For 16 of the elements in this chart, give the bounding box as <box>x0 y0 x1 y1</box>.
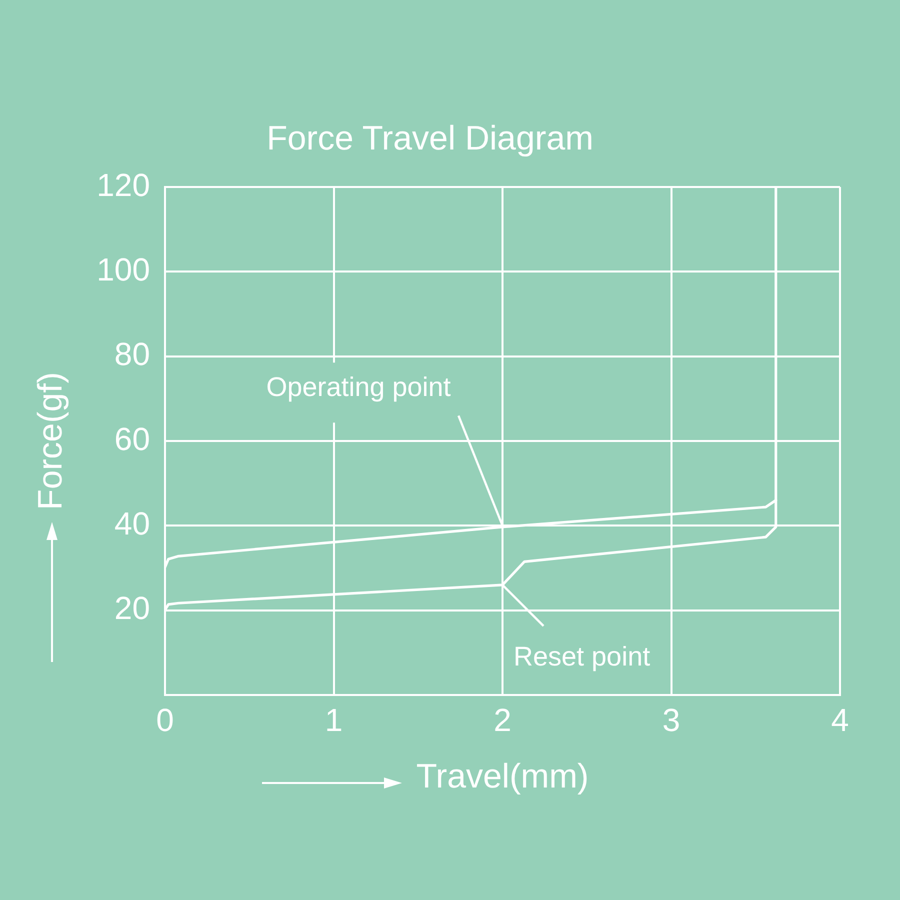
x-tick-label: 4 <box>831 702 849 738</box>
y-tick-label: 20 <box>114 590 150 626</box>
x-tick-label: 3 <box>662 702 680 738</box>
y-tick-label: 40 <box>114 505 150 542</box>
annotation: Operating point <box>266 372 452 402</box>
chart-title: Force Travel Diagram <box>266 119 594 158</box>
annotation: Reset point <box>514 641 651 672</box>
x-tick-label: 1 <box>324 702 343 738</box>
x-tick-label: 2 <box>494 702 512 738</box>
y-tick-label: 100 <box>96 251 150 288</box>
y-axis-title: Force(gf) <box>31 372 70 510</box>
y-tick-label: 120 <box>96 166 150 203</box>
y-tick-label: 60 <box>114 420 150 457</box>
x-tick-label: 0 <box>156 702 174 738</box>
x-axis-title: Travel(mm) <box>416 757 589 796</box>
y-tick-label: 80 <box>114 336 150 372</box>
